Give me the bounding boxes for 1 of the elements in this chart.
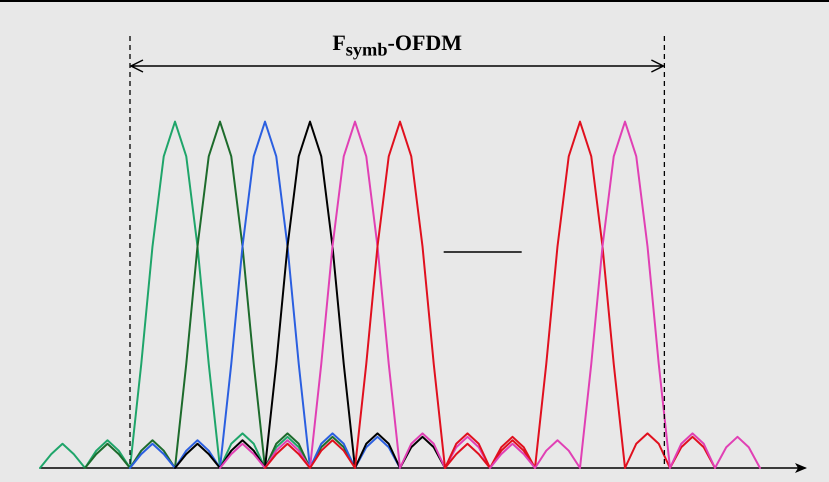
text: F$_{symb}$-OFDM bbox=[332, 30, 462, 60]
